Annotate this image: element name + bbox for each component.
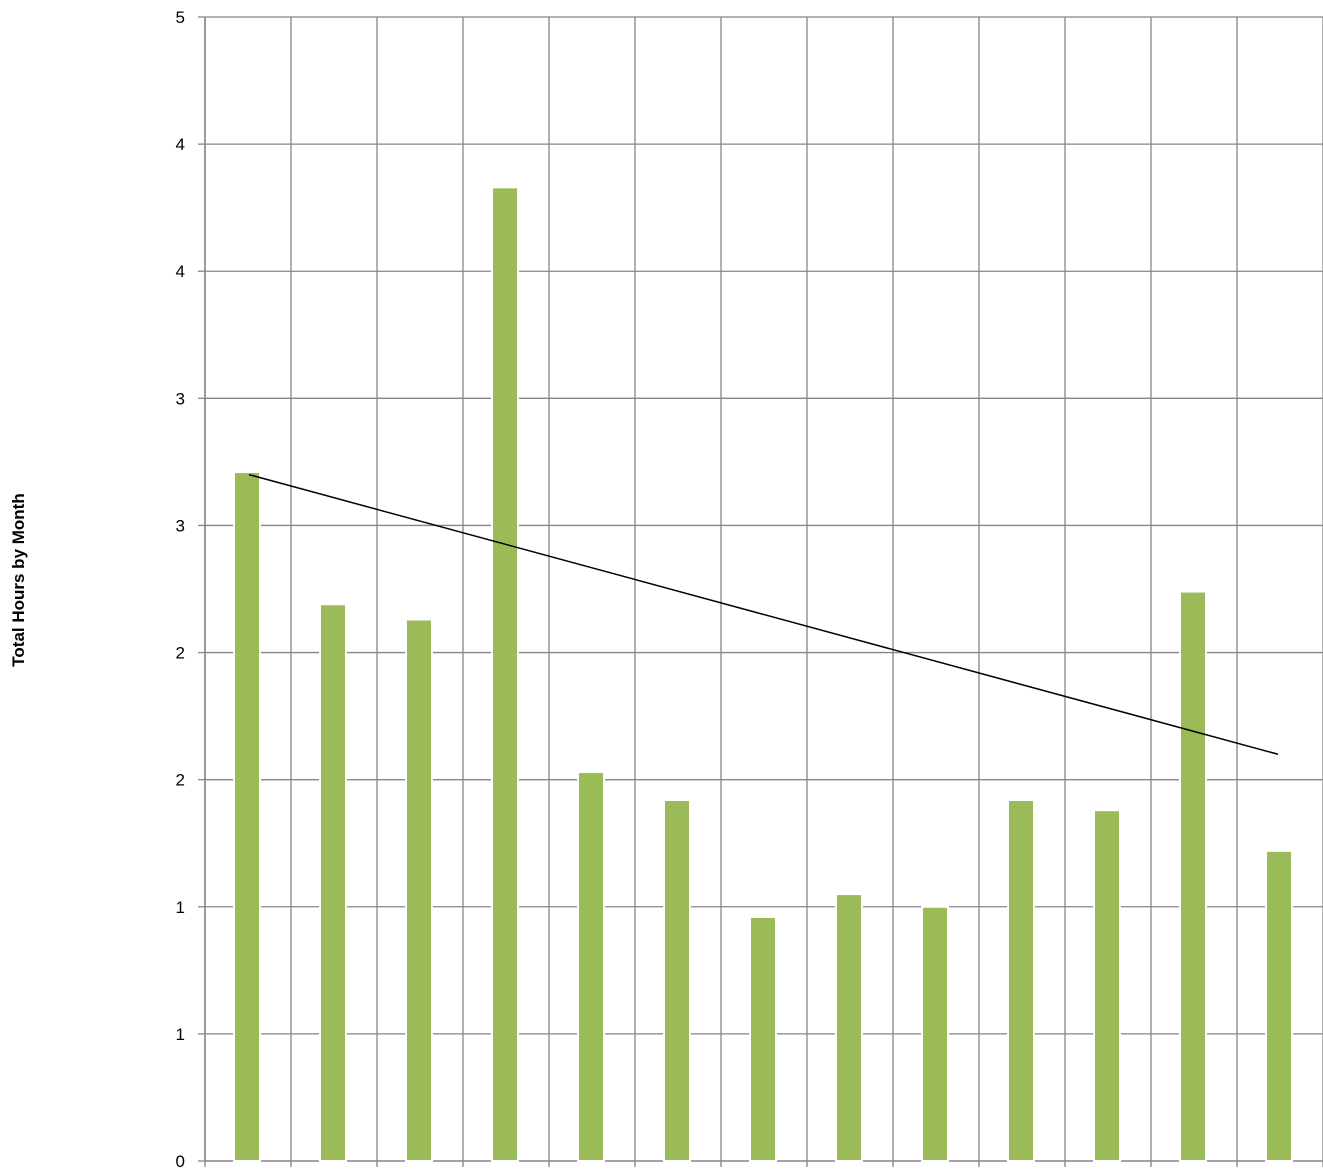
bar — [921, 905, 949, 1162]
y-tick-label: 3 — [176, 516, 185, 535]
bar — [663, 799, 691, 1162]
y-axis-title-container: Total Hours by Month — [4, 420, 34, 740]
trendline — [248, 473, 1279, 755]
y-tick-label: 2 — [176, 644, 185, 663]
y-tick-label: 2 — [176, 771, 185, 790]
y-tick-label: 0 — [176, 1152, 185, 1167]
y-tick-label: 1 — [176, 1025, 185, 1044]
y-axis-title: Total Hours by Month — [9, 493, 28, 667]
bar — [1007, 799, 1035, 1162]
bar — [233, 471, 261, 1162]
y-tick-label: 4 — [176, 135, 185, 154]
bar — [405, 618, 433, 1162]
bar — [491, 186, 519, 1162]
y-tick-label: 3 — [176, 389, 185, 408]
bar — [835, 893, 863, 1162]
bar — [749, 915, 777, 1162]
y-tick-label: 1 — [176, 898, 185, 917]
y-tick-label: 4 — [176, 262, 185, 281]
y-tick-label: 5 — [176, 8, 185, 27]
bar — [1265, 849, 1293, 1162]
bar — [319, 603, 347, 1162]
bar — [577, 771, 605, 1162]
bar — [1093, 809, 1121, 1162]
bar — [1179, 590, 1207, 1162]
